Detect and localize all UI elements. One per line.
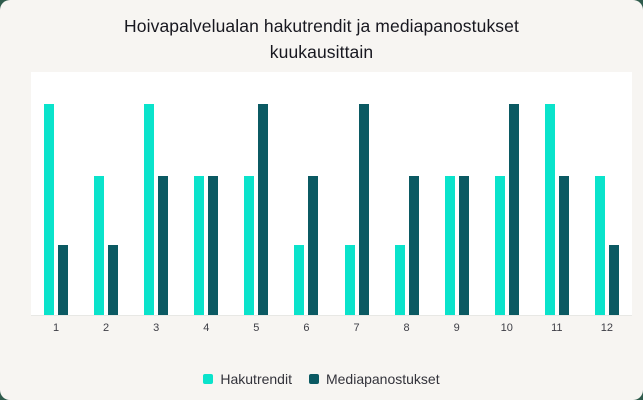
bar-hakutrendit-month-5 [244, 176, 255, 315]
bar-mediapanostukset-month-12 [608, 245, 619, 315]
bar-group-month-12 [582, 72, 632, 315]
plot-area [31, 72, 632, 316]
bar-group-month-4 [181, 72, 231, 315]
x-tick-8: 8 [403, 322, 410, 334]
x-tick-10: 10 [500, 322, 513, 334]
bar-groups [31, 72, 632, 315]
bar-group-month-9 [432, 72, 482, 315]
bar-mediapanostukset-month-10 [508, 104, 519, 315]
bar-mediapanostukset-month-2 [108, 245, 119, 315]
x-tick-5: 5 [253, 322, 260, 334]
x-tick-11: 11 [551, 322, 563, 334]
x-tick-9: 9 [453, 322, 460, 334]
x-tick-3: 3 [153, 322, 160, 334]
bar-group-month-3 [131, 72, 181, 315]
x-tick-6: 6 [303, 322, 310, 334]
legend-label-mediapanostukset: Mediapanostukset [325, 371, 440, 387]
legend: Hakutrendit Mediapanostukset [0, 371, 643, 387]
bar-group-month-8 [382, 72, 432, 315]
legend-swatch-mediapanostukset-icon [308, 374, 319, 384]
bar-group-month-5 [231, 72, 281, 315]
bar-group-month-10 [482, 72, 532, 315]
x-tick-1: 1 [52, 322, 60, 334]
bar-mediapanostukset-month-4 [208, 176, 219, 315]
x-tick-4: 4 [203, 322, 210, 334]
legend-item-hakutrendit: Hakutrendit [203, 371, 292, 387]
bar-hakutrendit-month-2 [94, 176, 105, 315]
bar-hakutrendit-month-4 [194, 176, 205, 315]
bar-hakutrendit-month-11 [544, 104, 555, 315]
bar-group-month-1 [31, 72, 81, 315]
bar-mediapanostukset-month-5 [258, 104, 269, 315]
legend-item-mediapanostukset: Mediapanostukset [308, 371, 440, 387]
bar-mediapanostukset-month-1 [58, 245, 69, 315]
bar-hakutrendit-month-10 [494, 176, 505, 315]
bar-mediapanostukset-month-7 [358, 104, 369, 315]
bar-hakutrendit-month-12 [594, 176, 605, 315]
x-tick-2: 2 [103, 322, 110, 334]
chart-title: Hoivapalvelualan hakutrendit ja mediapan… [124, 16, 519, 62]
bar-hakutrendit-month-1 [44, 104, 55, 315]
bar-hakutrendit-month-9 [444, 176, 455, 315]
x-axis-labels: 1 2 3 4 5 6 7 8 9 10 11 12 [31, 322, 632, 334]
legend-swatch-hakutrendit-icon [203, 374, 214, 384]
bar-mediapanostukset-month-9 [458, 176, 469, 315]
legend-label-hakutrendit: Hakutrendit [220, 371, 292, 387]
bar-hakutrendit-month-7 [344, 245, 355, 315]
bar-group-month-7 [331, 72, 381, 315]
x-tick-7: 7 [353, 322, 360, 334]
bar-group-month-2 [81, 72, 131, 315]
bar-mediapanostukset-month-3 [158, 176, 169, 315]
bar-mediapanostukset-month-11 [558, 176, 569, 315]
bar-hakutrendit-month-3 [144, 104, 155, 315]
bar-group-month-6 [281, 72, 331, 315]
bar-hakutrendit-month-8 [394, 245, 405, 315]
bar-hakutrendit-month-6 [294, 245, 305, 315]
bar-group-month-11 [532, 72, 582, 315]
x-tick-12: 12 [600, 322, 614, 334]
bar-mediapanostukset-month-8 [408, 176, 419, 315]
bar-mediapanostukset-month-6 [308, 176, 319, 315]
